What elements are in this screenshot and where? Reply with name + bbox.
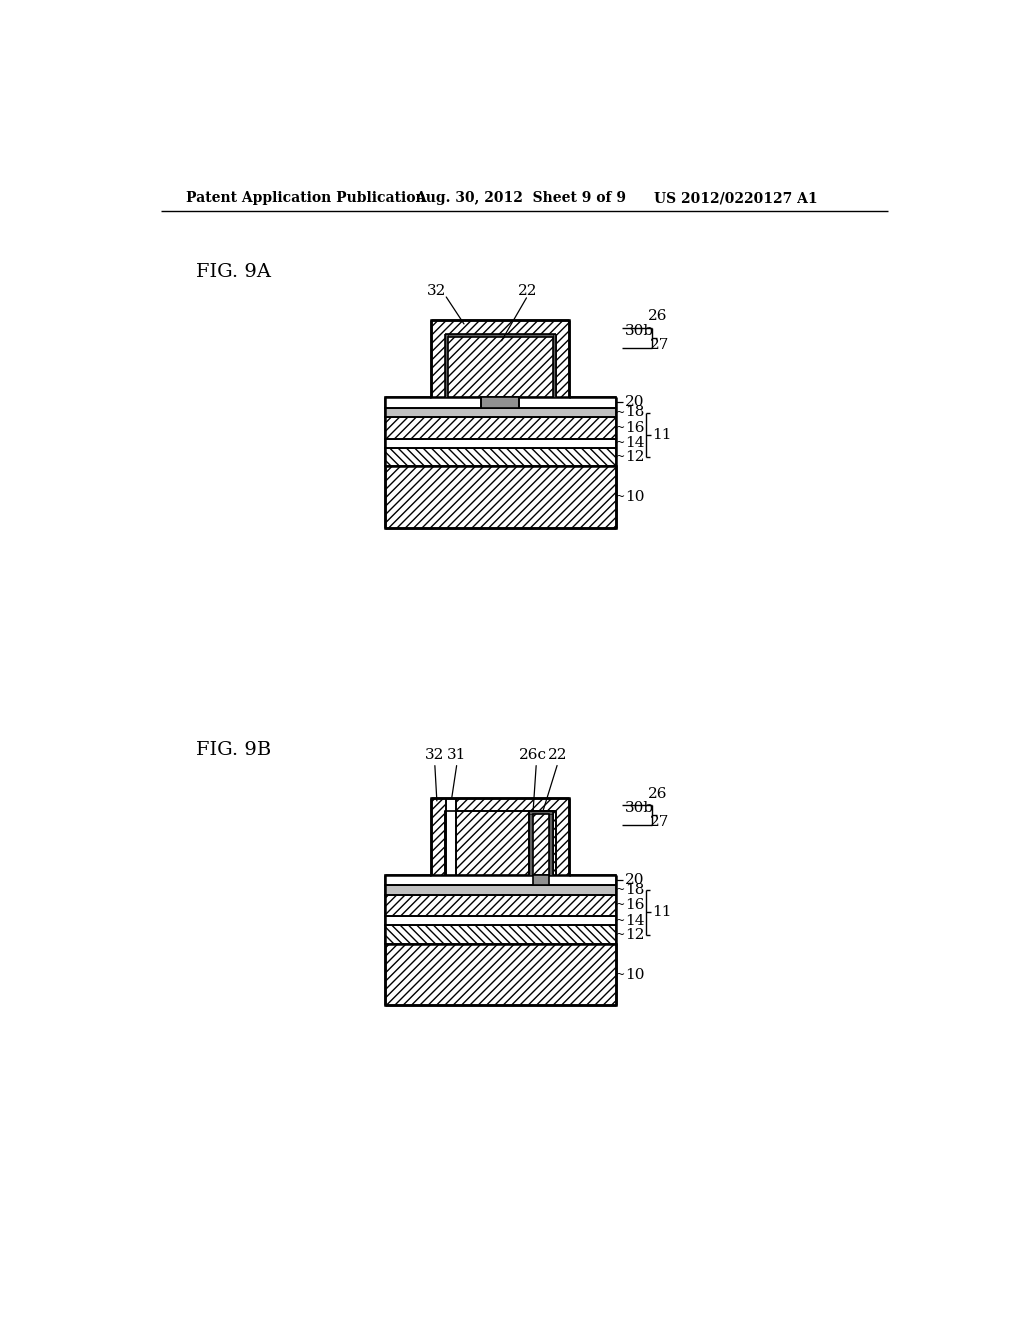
- Text: 26: 26: [648, 309, 668, 323]
- Bar: [431, 321, 569, 397]
- Bar: [385, 466, 615, 528]
- Text: 20: 20: [625, 396, 644, 409]
- Text: ~: ~: [615, 422, 625, 433]
- Text: Aug. 30, 2012  Sheet 9 of 9: Aug. 30, 2012 Sheet 9 of 9: [416, 191, 627, 206]
- Bar: [532, 874, 550, 886]
- Text: 27: 27: [650, 338, 670, 351]
- Bar: [529, 812, 532, 874]
- Bar: [385, 397, 615, 408]
- Bar: [532, 814, 550, 875]
- Text: 11: 11: [652, 906, 672, 919]
- Text: ~: ~: [615, 408, 625, 417]
- Bar: [385, 944, 615, 1006]
- Bar: [444, 812, 556, 874]
- Text: ~: ~: [615, 438, 625, 449]
- Text: 12: 12: [625, 928, 644, 941]
- Text: 11: 11: [652, 428, 672, 442]
- Bar: [385, 438, 615, 447]
- Bar: [431, 797, 569, 874]
- Bar: [385, 886, 615, 895]
- Text: 26c: 26c: [519, 748, 547, 762]
- Text: Patent Application Publication: Patent Application Publication: [186, 191, 426, 206]
- Bar: [550, 812, 553, 874]
- Text: 16: 16: [625, 899, 644, 912]
- Text: ~: ~: [615, 916, 625, 925]
- Text: 22: 22: [518, 284, 538, 298]
- Text: 12: 12: [625, 450, 644, 465]
- Bar: [385, 408, 615, 417]
- Text: 18: 18: [625, 405, 644, 420]
- Text: FIG. 9A: FIG. 9A: [196, 264, 271, 281]
- Text: 32: 32: [427, 284, 446, 298]
- Text: FIG. 9B: FIG. 9B: [196, 741, 271, 759]
- Bar: [385, 447, 615, 466]
- Text: ~: ~: [615, 884, 625, 895]
- Bar: [385, 874, 615, 886]
- Text: 16: 16: [625, 421, 644, 434]
- Text: 32: 32: [425, 748, 444, 762]
- Bar: [481, 397, 519, 408]
- Bar: [385, 916, 615, 925]
- Bar: [447, 337, 553, 397]
- Text: 22: 22: [548, 748, 567, 762]
- Bar: [444, 334, 447, 397]
- Text: ~: ~: [615, 929, 625, 940]
- Text: 27: 27: [650, 816, 670, 829]
- Text: 26: 26: [648, 787, 668, 801]
- Text: 10: 10: [625, 490, 644, 504]
- Bar: [385, 895, 615, 916]
- Text: ~: ~: [615, 900, 625, 911]
- Bar: [553, 334, 556, 397]
- Text: 20: 20: [625, 873, 644, 887]
- Text: 14: 14: [625, 913, 644, 928]
- Text: 30b: 30b: [625, 323, 654, 338]
- Text: ~: ~: [615, 970, 625, 979]
- Bar: [446, 799, 456, 874]
- Text: ~: ~: [615, 492, 625, 502]
- Bar: [444, 334, 556, 337]
- Bar: [385, 925, 615, 944]
- Text: ~: ~: [615, 453, 625, 462]
- Text: 14: 14: [625, 437, 644, 450]
- Text: 31: 31: [447, 748, 467, 762]
- Bar: [529, 812, 553, 814]
- Bar: [385, 417, 615, 438]
- Text: 30b: 30b: [625, 801, 654, 816]
- Bar: [529, 812, 553, 874]
- Text: US 2012/0220127 A1: US 2012/0220127 A1: [654, 191, 818, 206]
- Text: 18: 18: [625, 883, 644, 896]
- Text: 10: 10: [625, 968, 644, 982]
